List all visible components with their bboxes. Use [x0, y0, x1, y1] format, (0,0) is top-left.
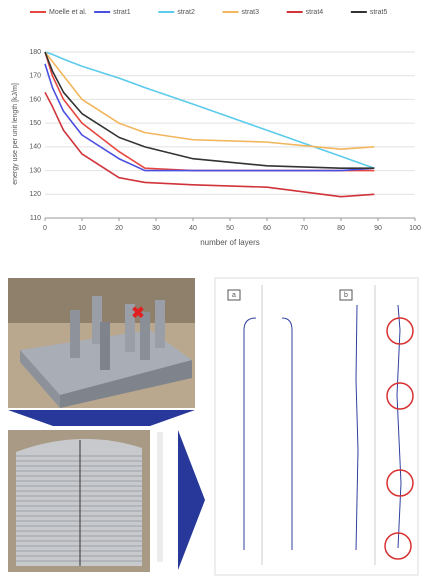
panel-label: a: [232, 292, 236, 299]
x-tick-label: 100: [409, 225, 421, 232]
y-tick-label: 150: [29, 120, 41, 127]
svg-text:✖: ✖: [131, 305, 144, 322]
x-tick-label: 30: [152, 225, 160, 232]
chart: 110 120 130 140 150 160 170 180 0 10 20 30 40 50 60 70 8…: [29, 9, 421, 232]
legend-label: Moelle et al.: [49, 9, 87, 16]
legend-label: strat1: [113, 9, 131, 16]
x-axis-label: number of layers: [200, 238, 260, 247]
photo-cross-section: [8, 430, 150, 572]
legend-label: strat3: [242, 9, 260, 16]
y-tick-label: 170: [29, 73, 41, 80]
y-tick-label: 110: [30, 215, 41, 222]
x-tick-label: 0: [43, 225, 47, 232]
label-strip: [157, 432, 163, 562]
series-line: [45, 52, 374, 149]
arrow: [8, 410, 195, 426]
x-tick-label: 40: [189, 225, 197, 232]
y-tick-label: 180: [29, 49, 41, 56]
y-tick-label: 130: [29, 167, 41, 174]
series-line: [45, 64, 374, 171]
legend-label: strat2: [177, 9, 195, 16]
x-tick-label: 80: [337, 225, 345, 232]
x-tick-label: 60: [263, 225, 271, 232]
y-tick-label: 160: [29, 96, 41, 103]
figure: 110 120 130 140 150 160 170 180 0 10 20 30 40 50 60 70 8…: [0, 0, 421, 580]
panel-label: b: [344, 292, 348, 299]
arrow: [178, 430, 205, 570]
x-tick-label: 50: [226, 225, 234, 232]
legend-label: strat5: [370, 9, 388, 16]
x-tick-label: 90: [374, 225, 382, 232]
y-tick-label: 140: [29, 144, 41, 151]
y-axis-label: energy use per unit length [kJ/m]: [12, 83, 19, 185]
legend-label: strat4: [306, 9, 324, 16]
photo-part: ✖: [8, 278, 195, 408]
x-tick-label: 20: [115, 225, 123, 232]
series-line: [45, 52, 374, 168]
x-tick-label: 70: [300, 225, 308, 232]
x-tick-label: 10: [78, 225, 86, 232]
profile-plots: a b: [215, 278, 418, 575]
y-tick-label: 120: [29, 191, 41, 198]
